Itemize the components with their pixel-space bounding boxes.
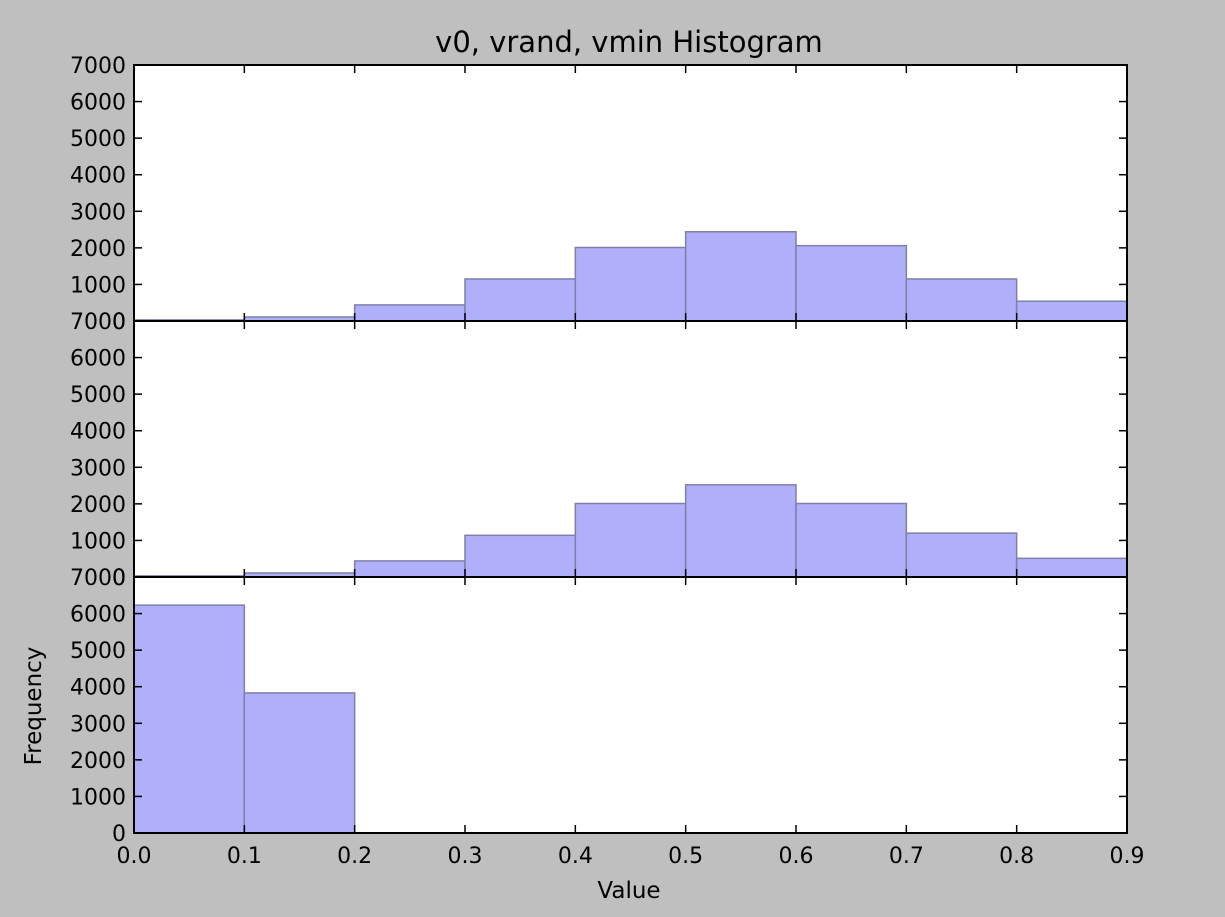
y-tick-label: 4000 (70, 676, 126, 701)
y-tick-label: 7000 (70, 566, 126, 591)
histogram-bar (1015, 300, 1128, 322)
histogram-bar (905, 278, 1018, 322)
x-tick-label: 0.7 (889, 844, 924, 869)
histogram-bar (574, 502, 687, 578)
histogram-bar (464, 534, 577, 578)
x-tick-label: 0.6 (779, 844, 814, 869)
x-tick-label: 0.2 (337, 844, 372, 869)
y-tick-label: 1000 (70, 273, 126, 298)
histogram-bar (353, 560, 466, 578)
y-tick-label: 5000 (70, 127, 126, 152)
histogram-bar (353, 304, 466, 322)
y-tick-label: 7000 (70, 54, 126, 79)
y-tick-label: 2000 (70, 493, 126, 518)
y-tick-label: 4000 (70, 164, 126, 189)
y-tick-label: 5000 (70, 383, 126, 408)
x-tick-label: 0.8 (999, 844, 1034, 869)
plot-frame (133, 576, 1128, 834)
x-tick-label: 0.3 (448, 844, 483, 869)
histogram-bar (684, 484, 797, 578)
y-tick-label: 2000 (70, 237, 126, 262)
x-tick-label: 0.9 (1110, 844, 1145, 869)
histogram-bar (464, 278, 577, 322)
chart-title: v0, vrand, vmin Histogram (435, 25, 823, 59)
histogram-panel-3: 0 1000 2000 3000 4000 5000 6000 7000 (70, 566, 1128, 847)
y-tick-label: 4000 (70, 420, 126, 445)
y-tick-label: 6000 (70, 347, 126, 372)
histogram-panel-1: 0 1000 2000 3000 4000 5000 6000 7000 (70, 54, 1128, 335)
x-tick-label: 0.5 (668, 844, 703, 869)
x-tick-label: 0.1 (227, 844, 262, 869)
histogram-bar (1015, 557, 1128, 578)
y-tick-label: 3000 (70, 712, 126, 737)
x-axis-label: Value (597, 878, 660, 904)
y-tick-label: 3000 (70, 200, 126, 225)
histogram-bar (243, 692, 356, 834)
y-tick-label: 6000 (70, 91, 126, 116)
y-tick-label: 6000 (70, 603, 126, 628)
y-axis-label: Frequency (21, 647, 47, 766)
y-tick-label: 1000 (70, 785, 126, 810)
x-tick-label: 0.4 (558, 844, 593, 869)
histogram-bar (795, 502, 908, 578)
y-tick-label: 2000 (70, 749, 126, 774)
histogram-bar (684, 231, 797, 322)
y-tick-label: 0 (112, 822, 126, 847)
histogram-bar (795, 244, 908, 322)
y-tick-label: 3000 (70, 456, 126, 481)
histogram-panel-2: 0 1000 2000 3000 4000 5000 6000 7000 (70, 310, 1128, 591)
y-tick-label: 7000 (70, 310, 126, 335)
histogram-bar (574, 246, 687, 322)
x-tick-label: 0.0 (117, 844, 152, 869)
histogram-bar (133, 604, 246, 834)
histogram-bar (905, 532, 1018, 578)
y-tick-label: 0 (112, 566, 126, 591)
y-tick-label: 5000 (70, 639, 126, 664)
histogram-panels: 0100020003000400050006000700001000200030… (70, 54, 1145, 869)
y-tick-label: 0 (112, 310, 126, 335)
y-tick-label: 1000 (70, 529, 126, 554)
